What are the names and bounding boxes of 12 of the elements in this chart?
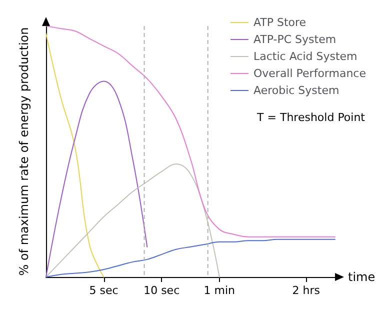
x-tick-label: 10 sec — [144, 284, 180, 297]
y-axis-title: % of maximum rate of energy production — [17, 27, 31, 276]
x-tick-label: 2 hrs — [292, 284, 320, 297]
legend-label: ATP-PC System — [253, 33, 336, 46]
x-axis-title: time — [348, 270, 376, 284]
legend-label: ATP Store — [253, 16, 306, 29]
legend-label: Overall Performance — [253, 67, 366, 80]
legend-label: Aerobic System — [253, 84, 340, 97]
x-tick-label: 5 sec — [89, 284, 118, 297]
legend-label: Lactic Acid System — [253, 50, 358, 63]
annotation: T = Threshold Point — [256, 111, 366, 124]
x-tick-label: 1 min — [204, 284, 236, 297]
